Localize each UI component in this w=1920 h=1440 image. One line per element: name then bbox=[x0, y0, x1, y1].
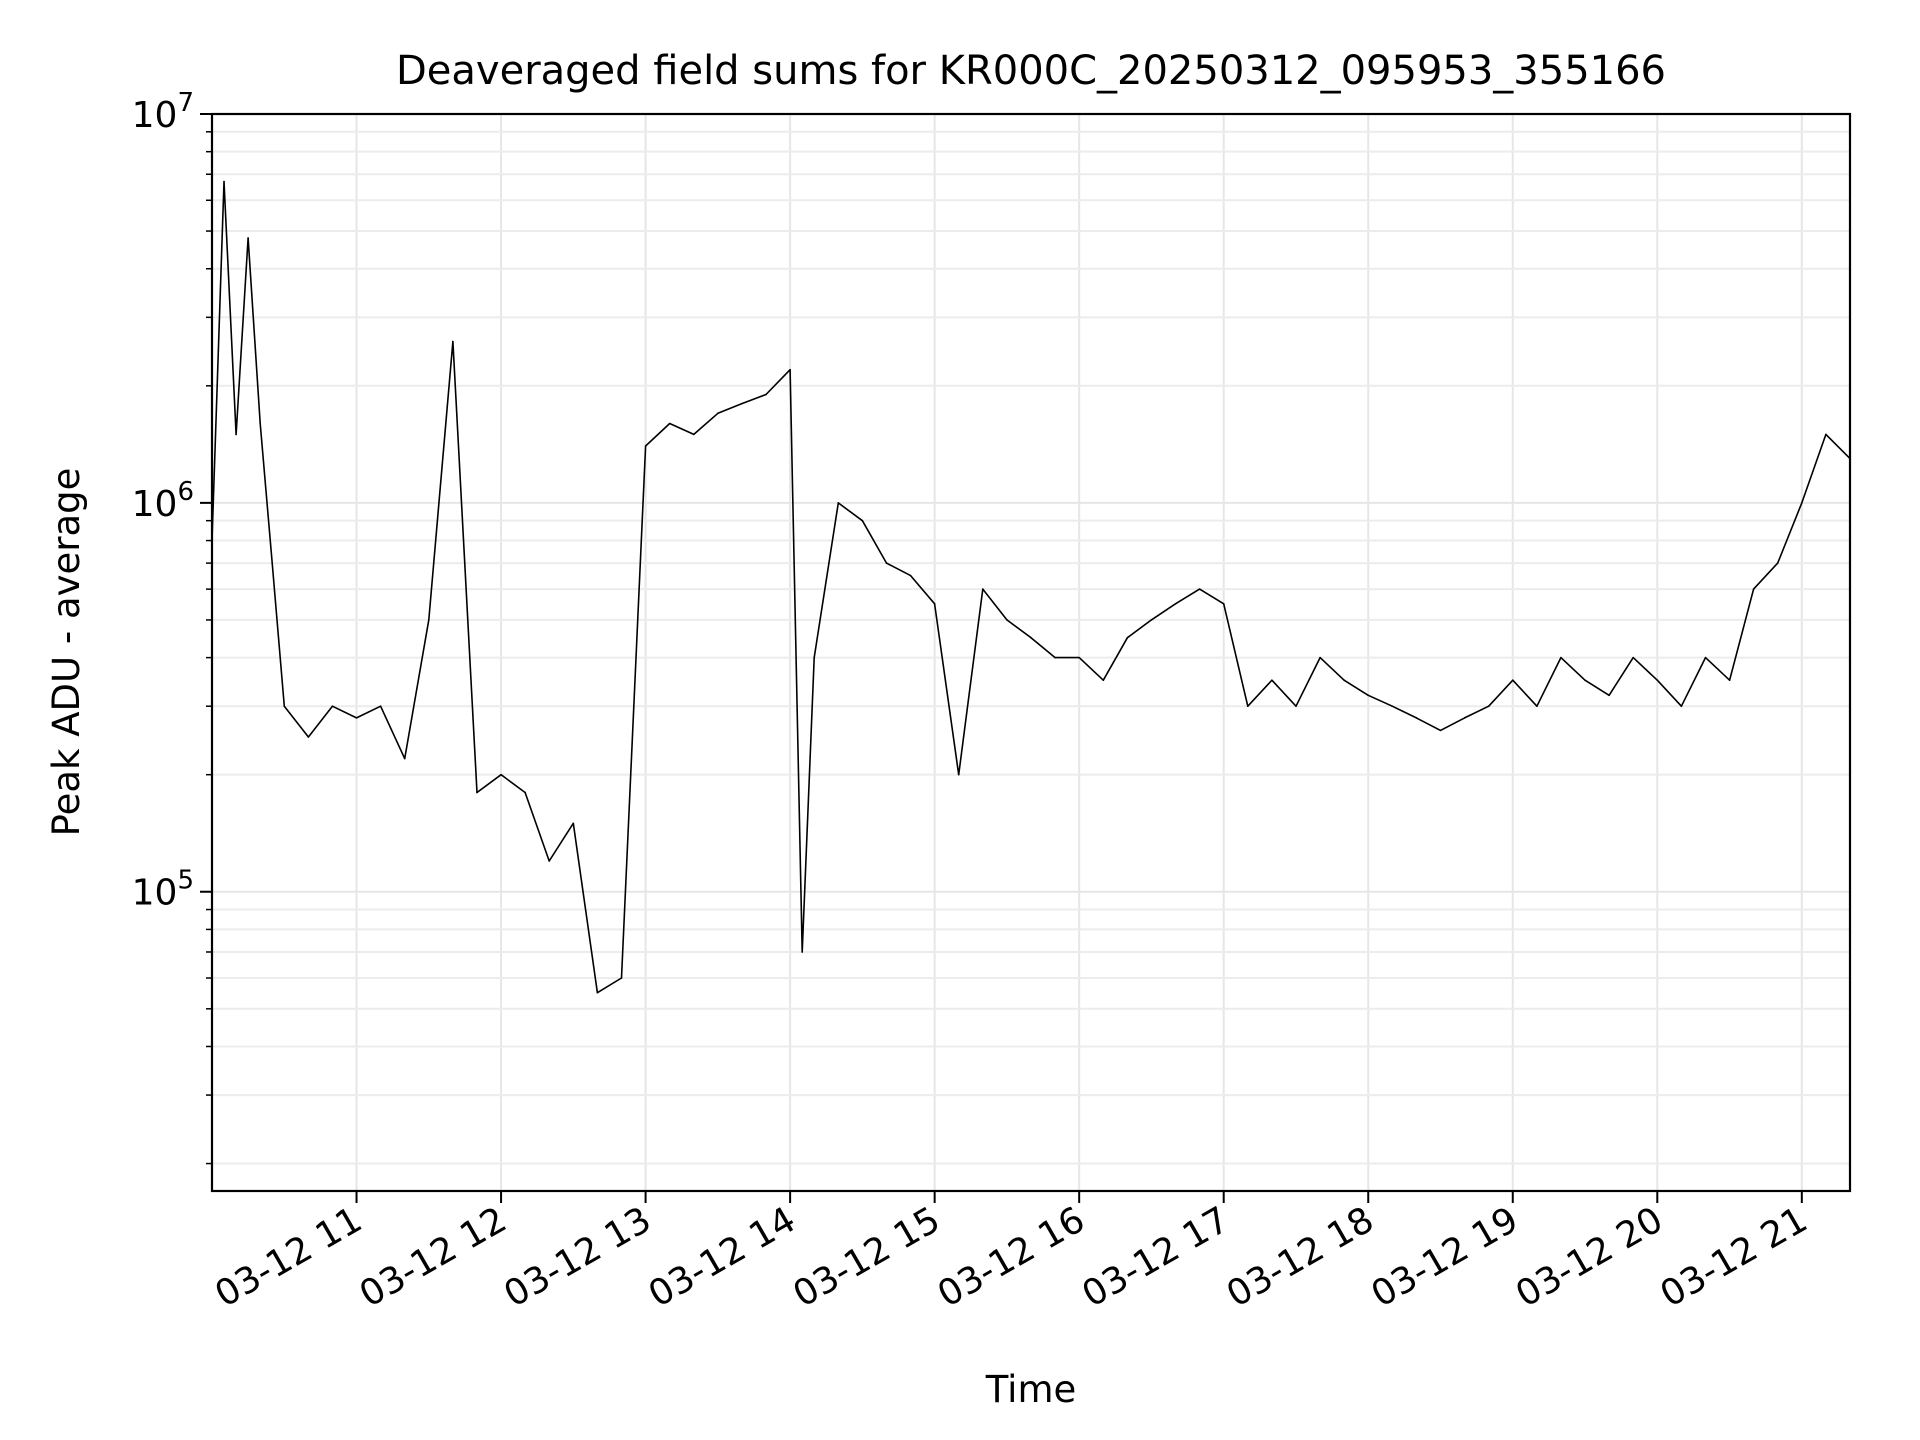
y-tick-exponent: 7 bbox=[177, 88, 194, 118]
data-point bbox=[259, 422, 261, 425]
data-point bbox=[692, 433, 695, 436]
data-point bbox=[1343, 679, 1345, 681]
data-point bbox=[1584, 679, 1586, 681]
data-point bbox=[1415, 717, 1418, 719]
data-point bbox=[885, 562, 888, 564]
data-point bbox=[620, 977, 623, 979]
data-point bbox=[524, 791, 526, 794]
data-point bbox=[1150, 619, 1153, 621]
data-point bbox=[500, 773, 502, 776]
data-point bbox=[1222, 603, 1225, 605]
data-point bbox=[271, 562, 274, 564]
plot-frame bbox=[210, 112, 1852, 1193]
data-point bbox=[1656, 679, 1659, 681]
y-tick-label: 107 bbox=[132, 88, 194, 136]
data-point bbox=[765, 393, 767, 396]
data-point bbox=[861, 519, 864, 522]
data-point bbox=[1126, 636, 1129, 639]
data-point bbox=[789, 368, 791, 371]
data-point bbox=[1632, 656, 1635, 659]
y-tick-exponent: 5 bbox=[177, 866, 194, 896]
data-point bbox=[668, 422, 671, 425]
data-point bbox=[957, 773, 960, 776]
y-tick-label: 105 bbox=[132, 866, 194, 914]
data-point bbox=[1608, 694, 1610, 697]
y-tick-base: 10 bbox=[132, 95, 178, 136]
data-point bbox=[355, 717, 358, 719]
data-point bbox=[596, 991, 599, 994]
data-point bbox=[1367, 694, 1370, 697]
data-point bbox=[1536, 705, 1538, 708]
data-point bbox=[1439, 729, 1442, 732]
data-point bbox=[1728, 679, 1731, 681]
data-point bbox=[933, 603, 936, 605]
data-point bbox=[1102, 679, 1105, 681]
data-point bbox=[813, 656, 816, 659]
data-point bbox=[283, 705, 286, 708]
data-point bbox=[1825, 433, 1827, 436]
data-point bbox=[1246, 705, 1249, 708]
data-point bbox=[1776, 562, 1779, 564]
data-point bbox=[1054, 656, 1056, 659]
data-point bbox=[1198, 588, 1201, 590]
data-point bbox=[1680, 705, 1683, 708]
data-point bbox=[837, 502, 840, 504]
data-point bbox=[379, 705, 382, 708]
data-point bbox=[909, 574, 912, 577]
data-point bbox=[1801, 502, 1803, 504]
data-point bbox=[1271, 679, 1273, 681]
data-point bbox=[1560, 656, 1562, 659]
data-point bbox=[1030, 636, 1032, 639]
data-point bbox=[1704, 656, 1707, 659]
y-tick-base: 10 bbox=[132, 873, 178, 914]
data-point bbox=[982, 588, 984, 590]
data-point bbox=[1319, 656, 1321, 659]
data-point bbox=[1391, 705, 1394, 708]
data-point bbox=[452, 340, 454, 343]
y-axis-label: Peak ADU - average bbox=[45, 468, 88, 837]
data-point bbox=[427, 619, 430, 621]
data-point bbox=[572, 822, 575, 825]
data-point bbox=[331, 705, 334, 708]
y-tick-exponent: 6 bbox=[177, 477, 194, 507]
data-point bbox=[235, 433, 237, 436]
data-point bbox=[1487, 705, 1490, 708]
data-point bbox=[1295, 705, 1297, 708]
data-point bbox=[1006, 619, 1008, 621]
series-layer bbox=[211, 180, 1851, 994]
data-point bbox=[223, 180, 225, 183]
x-axis-label: Time bbox=[985, 1368, 1077, 1411]
data-point bbox=[1511, 679, 1514, 681]
data-point bbox=[1463, 717, 1466, 719]
data-point bbox=[476, 791, 478, 794]
y-tick-base: 10 bbox=[132, 484, 178, 525]
data-point bbox=[741, 402, 743, 405]
data-point bbox=[644, 445, 647, 447]
data-point bbox=[548, 860, 551, 862]
data-point bbox=[1174, 603, 1177, 605]
data-point bbox=[1752, 588, 1755, 590]
y-tick-label: 106 bbox=[132, 477, 194, 525]
data-point bbox=[717, 412, 719, 415]
data-point bbox=[1078, 656, 1080, 659]
data-point bbox=[307, 736, 310, 738]
data-point bbox=[801, 951, 803, 953]
chart-title: Deaveraged field sums for KR000C_2025031… bbox=[396, 48, 1666, 94]
data-point bbox=[403, 757, 406, 760]
grid bbox=[212, 113, 1850, 1191]
data-point bbox=[247, 237, 249, 239]
